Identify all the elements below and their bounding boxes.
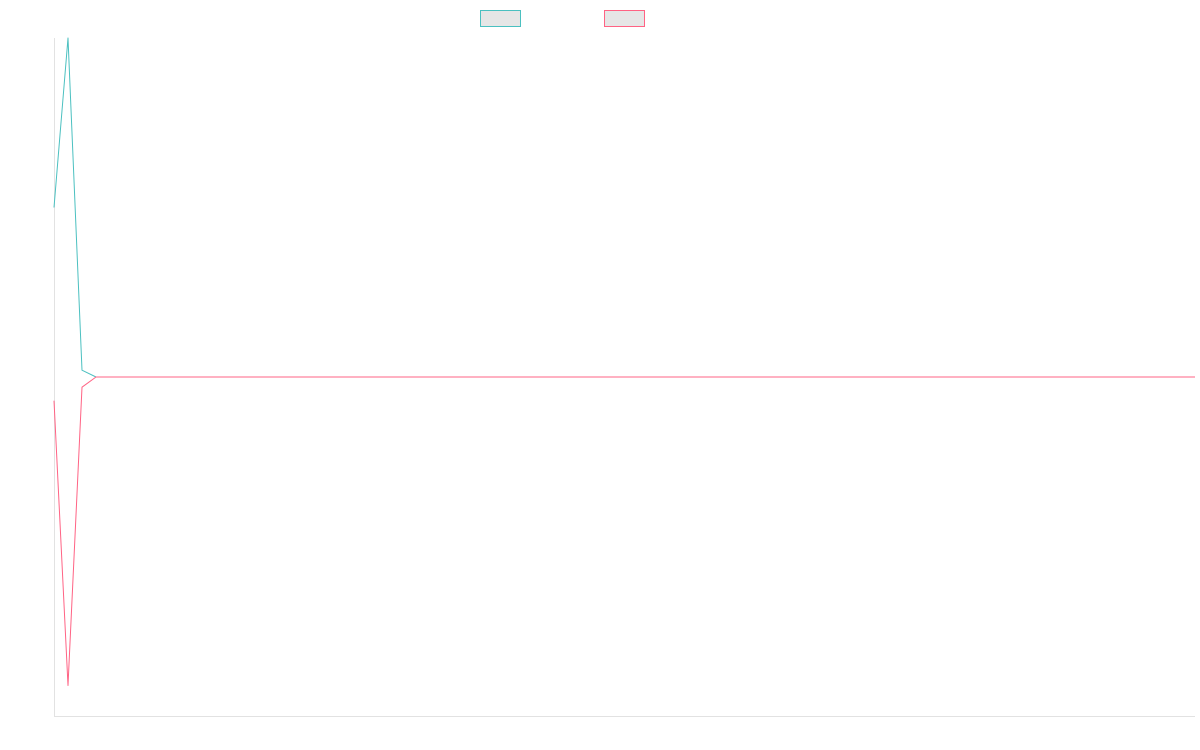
series-layer <box>53 37 1195 686</box>
series-line-1 <box>53 37 1195 378</box>
series-line-2 <box>53 376 1195 686</box>
legend-item-2[interactable] <box>604 10 645 27</box>
plot-area <box>53 37 1195 717</box>
legend[interactable] <box>480 10 645 27</box>
legend-item-1[interactable] <box>480 10 521 27</box>
legend-swatch-2[interactable] <box>604 10 645 27</box>
legend-swatch-1[interactable] <box>480 10 521 27</box>
